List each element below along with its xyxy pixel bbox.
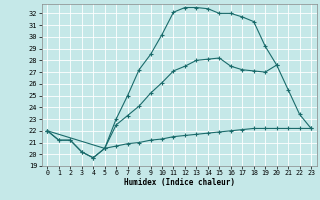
X-axis label: Humidex (Indice chaleur): Humidex (Indice chaleur) — [124, 178, 235, 187]
